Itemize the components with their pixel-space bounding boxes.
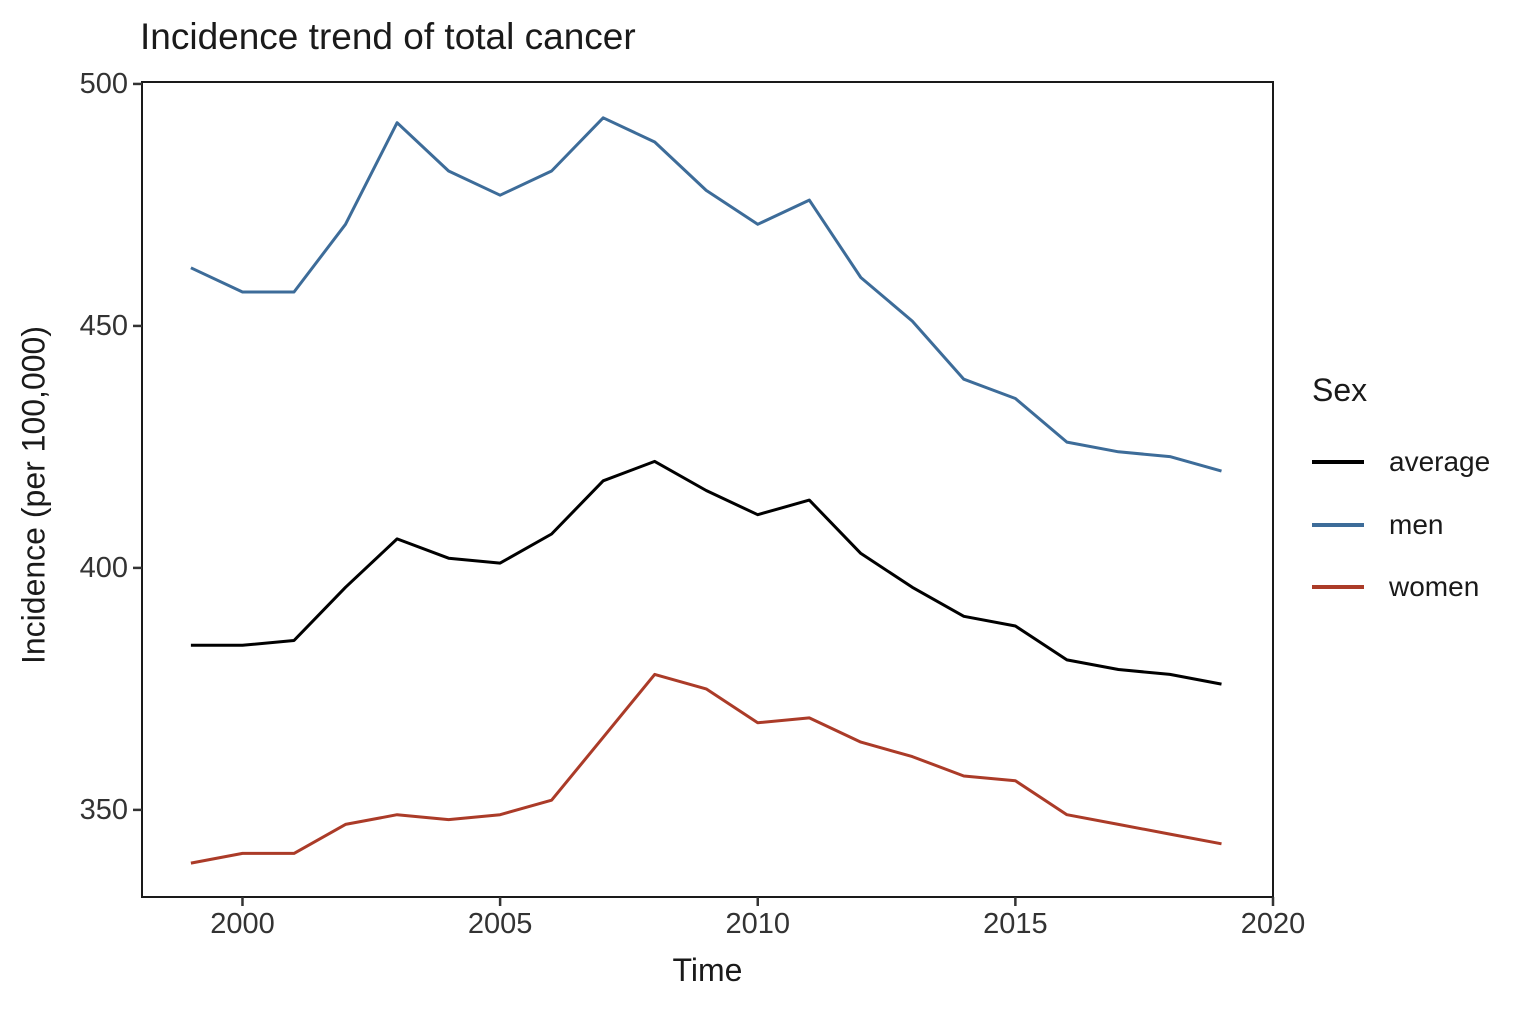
- legend-item-women: women: [1312, 571, 1479, 603]
- chart-title: Incidence trend of total cancer: [140, 16, 636, 57]
- legend-label-women: women: [1389, 571, 1480, 602]
- legend-label-men: men: [1389, 509, 1444, 540]
- legend-line-swatch-average: [1312, 460, 1364, 464]
- panel-border: [141, 81, 1274, 898]
- series-line-women: [190, 672, 1222, 865]
- y-axis-title: Incidence (per 100,000): [15, 326, 52, 664]
- x-axis-title: Time: [672, 952, 743, 988]
- series-line-men: [190, 116, 1222, 473]
- legend-item-average: average: [1312, 446, 1490, 478]
- legend-line-swatch-men: [1312, 523, 1364, 527]
- legend-title: Sex: [1312, 372, 1368, 408]
- legend: Sex average men women: [1312, 372, 1524, 632]
- legend-label-average: average: [1389, 446, 1491, 477]
- legend-line-swatch-women: [1312, 585, 1364, 589]
- legend-item-men: men: [1312, 509, 1443, 541]
- series-line-average: [190, 459, 1222, 686]
